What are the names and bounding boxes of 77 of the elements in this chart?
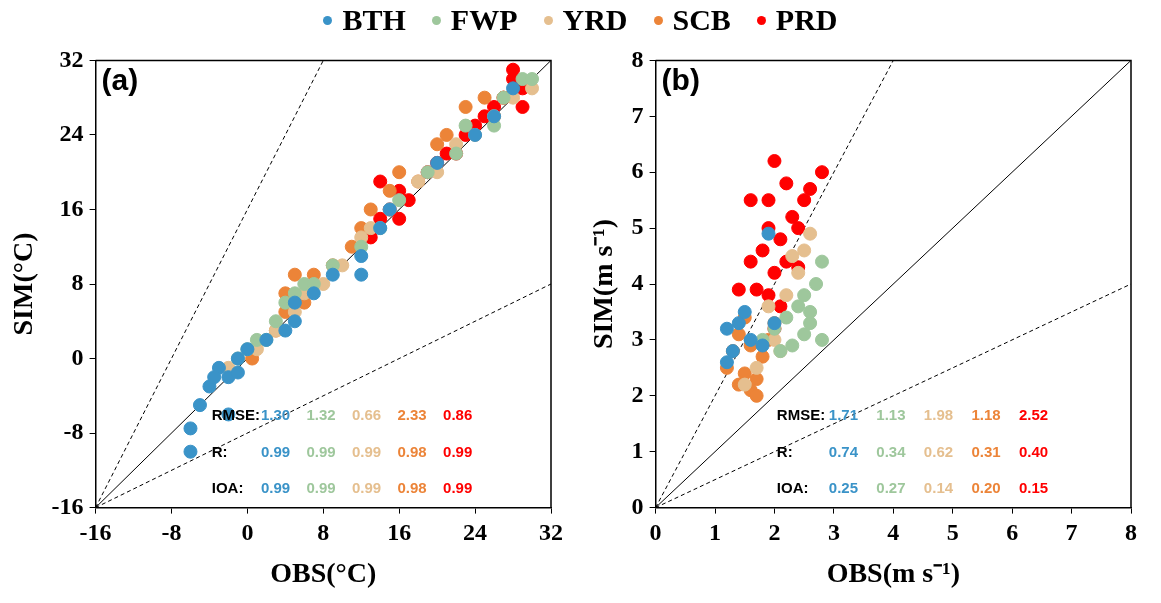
x-tick-label: 8 xyxy=(317,519,330,546)
x-tick-label: 32 xyxy=(539,519,563,546)
annotation: 0.99 xyxy=(351,479,382,497)
annotation: 0.20 xyxy=(971,479,1001,497)
legend-label: YRD xyxy=(562,3,628,37)
y-tick-label: 24 xyxy=(59,120,84,147)
annotation: 0.98 xyxy=(397,442,427,460)
chart-title: (b) xyxy=(661,62,700,96)
annotation: 1.30 xyxy=(260,406,291,424)
y-tick-label: 0 xyxy=(631,492,644,519)
annotation: 0.25 xyxy=(828,479,858,497)
y-tick-label: 8 xyxy=(71,269,84,296)
annotation: 0.40 xyxy=(1018,442,1049,460)
annotation: R: xyxy=(776,442,793,460)
x-tick-label: 6 xyxy=(1006,519,1019,546)
y-tick-label: 7 xyxy=(631,101,644,128)
annotation: 0.99 xyxy=(260,442,291,460)
x-tick-label: 3 xyxy=(827,519,840,546)
annotation: RMSE: xyxy=(776,406,826,424)
x-axis-title: OBS(°C) xyxy=(270,557,377,589)
y-tick-label: 8 xyxy=(631,45,644,72)
y-tick-label: 1 xyxy=(631,436,644,463)
x-tick-label: 8 xyxy=(1125,519,1137,546)
y-tick-label: 2 xyxy=(631,381,644,407)
y-tick-label: -16 xyxy=(51,492,84,519)
annotation: IOA: xyxy=(211,479,244,497)
annotation: 1.71 xyxy=(828,406,858,424)
x-tick-label: 0 xyxy=(649,519,662,546)
annotation: 1.18 xyxy=(971,406,1001,424)
annotation: 0.98 xyxy=(397,479,427,497)
annotation: 0.99 xyxy=(306,479,336,497)
x-tick-label: -8 xyxy=(161,519,182,546)
annotation: 0.66 xyxy=(351,406,382,424)
annotation: 0.99 xyxy=(351,442,382,460)
annotation: 0.99 xyxy=(260,479,291,497)
x-tick-label: 24 xyxy=(463,519,488,546)
annotation: 0.62 xyxy=(923,442,954,460)
x-tick-label: 16 xyxy=(387,519,412,546)
legend-label: SCB xyxy=(672,3,731,37)
x-tick-label: 7 xyxy=(1065,519,1078,546)
annotation: R: xyxy=(211,442,228,460)
x-tick-label: 0 xyxy=(241,519,254,546)
y-tick-label: 0 xyxy=(71,343,84,370)
y-tick-label: 3 xyxy=(631,325,644,352)
annotation: 2.33 xyxy=(397,406,427,424)
y-tick-label: -8 xyxy=(63,418,84,445)
y-axis-title: SIM(°C) xyxy=(7,232,39,336)
annotation: IOA: xyxy=(776,479,809,497)
y-axis-title: SIM(m s⁻¹) xyxy=(587,218,619,350)
annotation: 0.15 xyxy=(1018,479,1049,497)
legend-label: PRD xyxy=(775,3,838,37)
y-tick-label: 5 xyxy=(631,213,644,240)
x-tick-label: 2 xyxy=(768,519,781,546)
annotation: 0.86 xyxy=(443,406,473,424)
annotation: 0.99 xyxy=(443,479,473,497)
chart-title: (a) xyxy=(101,62,139,96)
x-tick-label: 5 xyxy=(946,519,959,546)
annotation: 1.13 xyxy=(876,406,906,424)
x-axis-title: OBS(m s⁻¹) xyxy=(826,557,960,589)
annotation: 0.14 xyxy=(923,479,954,497)
y-tick-label: 32 xyxy=(59,45,84,72)
y-tick-label: 16 xyxy=(59,194,84,221)
annotation: 2.52 xyxy=(1018,406,1049,424)
annotation: 0.31 xyxy=(971,442,1001,460)
annotation: 1.32 xyxy=(306,406,336,424)
annotation: 0.27 xyxy=(876,479,906,497)
legend-label: BTH xyxy=(342,3,406,37)
annotation: 0.74 xyxy=(828,442,859,460)
annotation: 0.99 xyxy=(443,442,473,460)
annotation: 1.98 xyxy=(923,406,954,424)
x-tick-label: 1 xyxy=(709,519,722,546)
y-tick-label: 4 xyxy=(631,269,644,296)
annotation: 0.34 xyxy=(876,442,907,460)
legend-label: FWP xyxy=(450,3,518,37)
x-tick-label: 4 xyxy=(887,519,900,546)
annotation: 0.99 xyxy=(306,442,336,460)
y-tick-label: 6 xyxy=(631,157,644,184)
